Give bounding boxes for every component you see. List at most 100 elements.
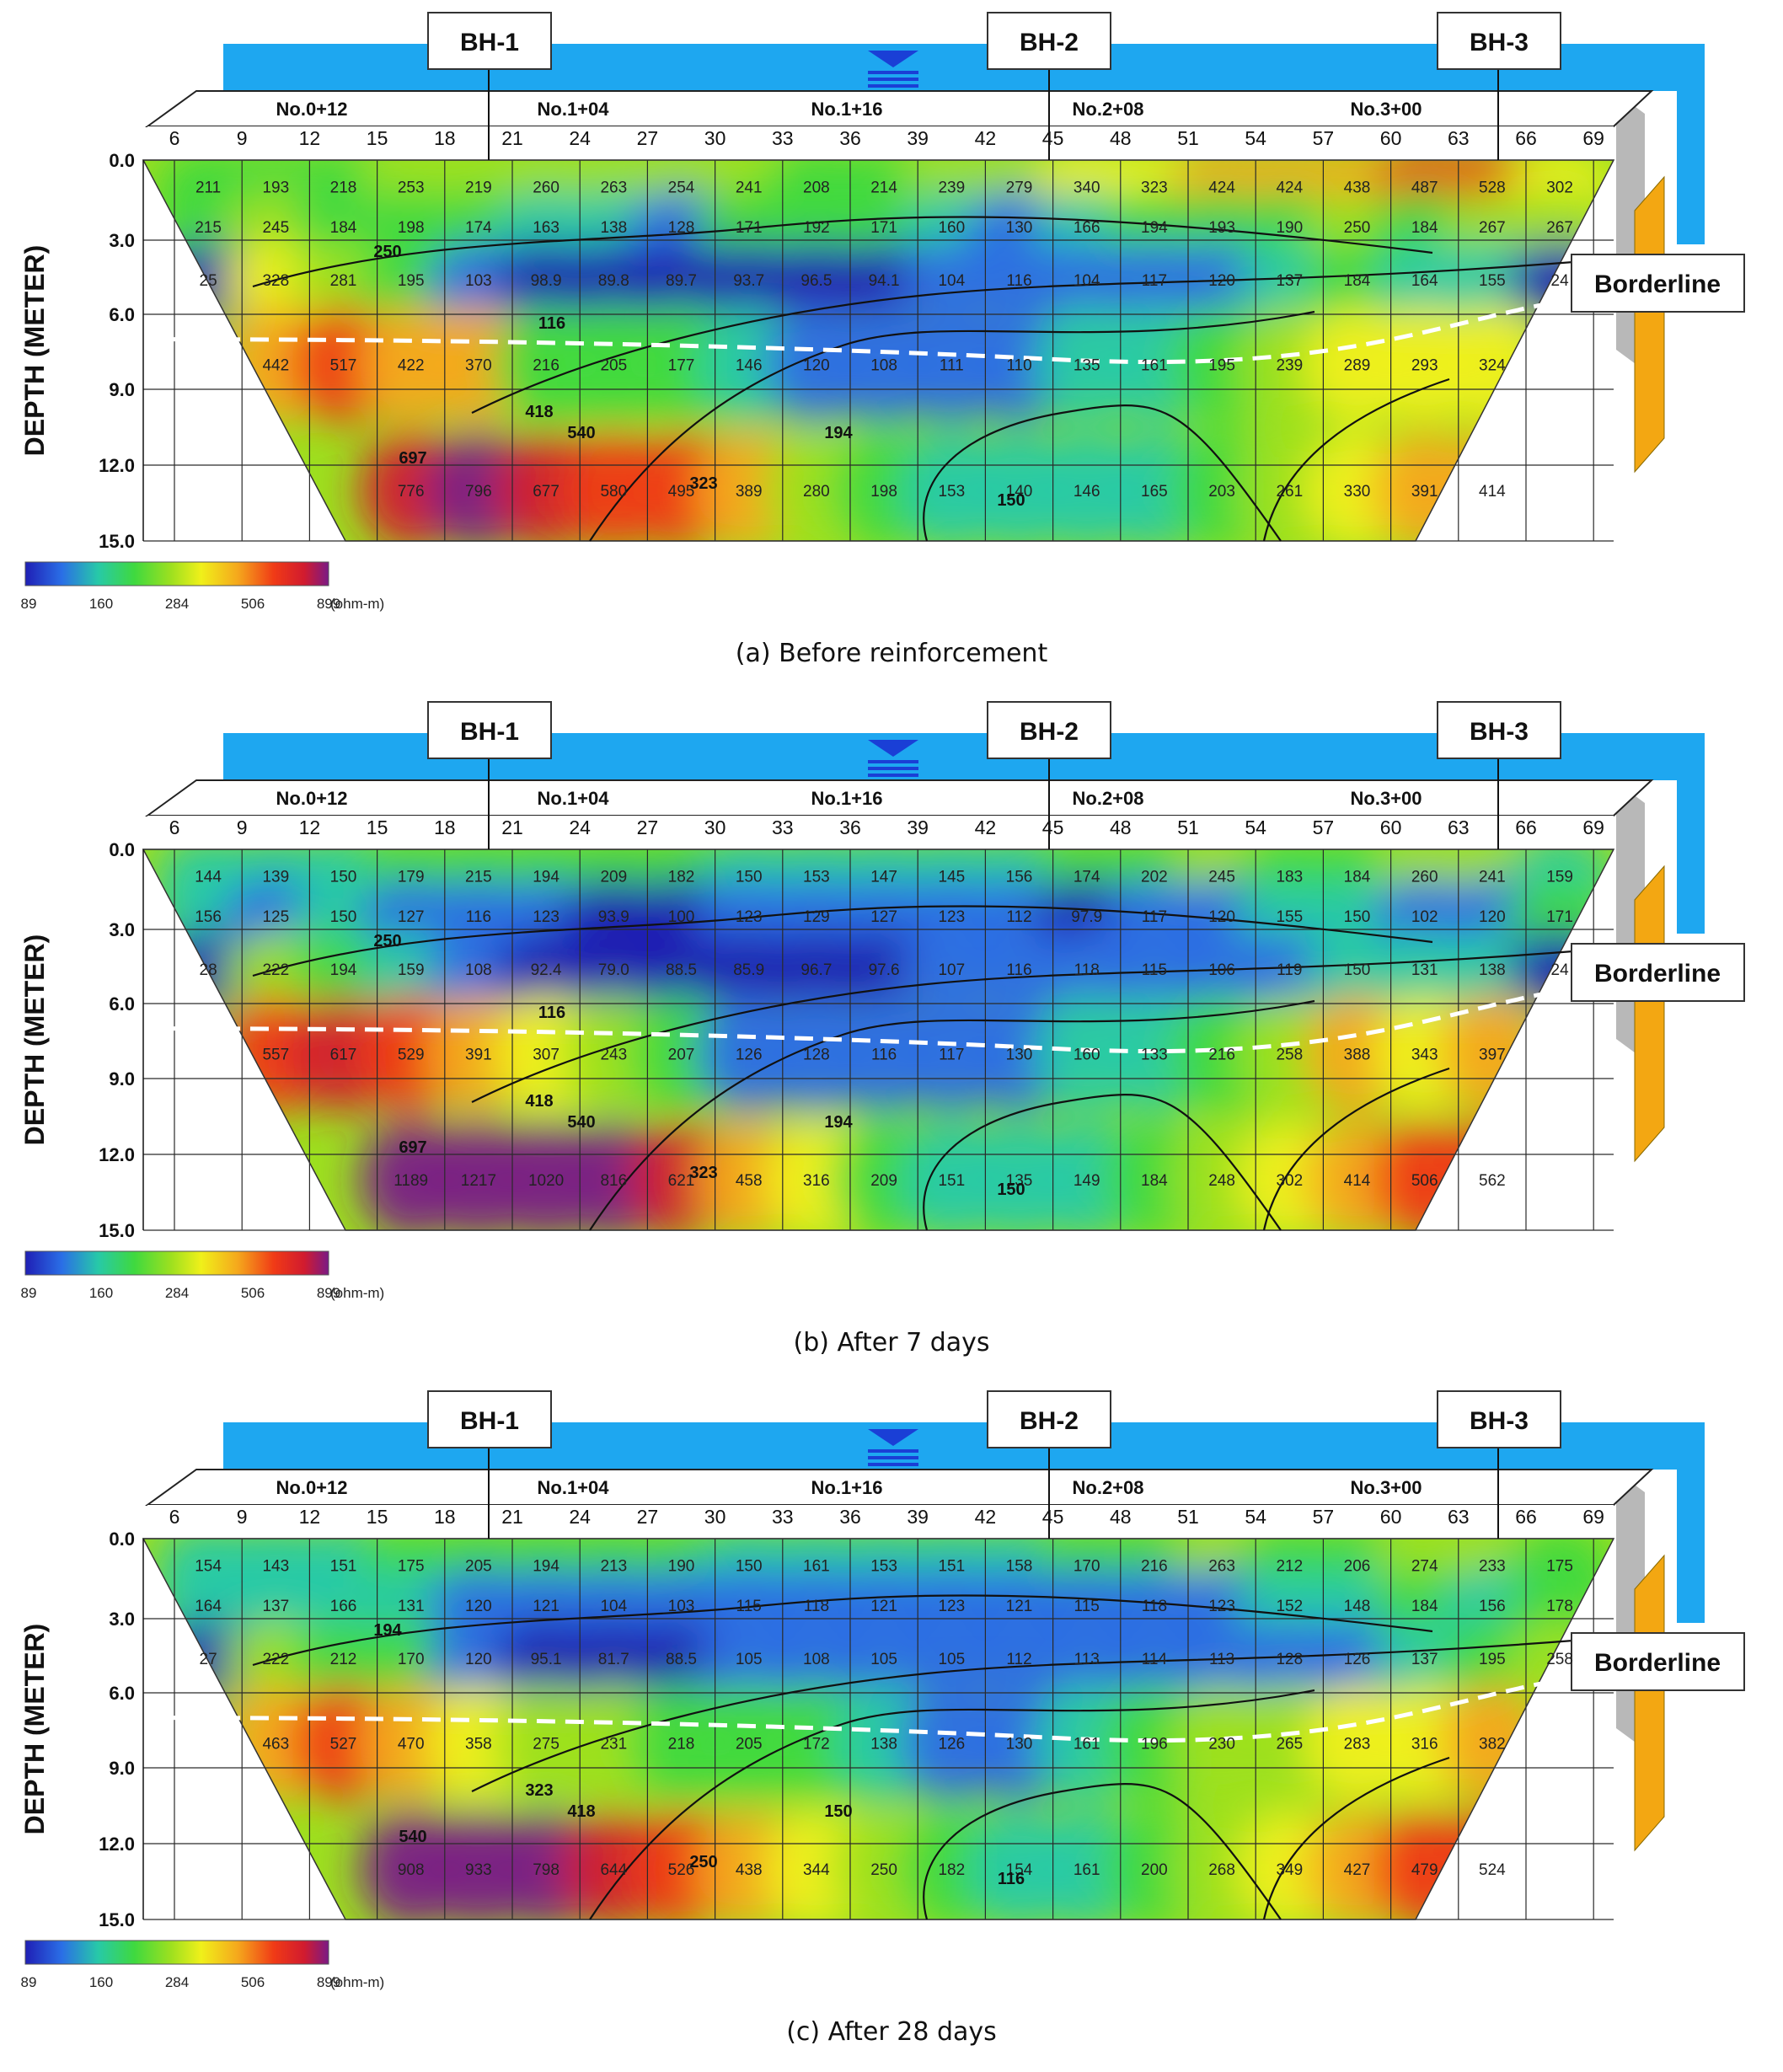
cell-value: 382 <box>1479 1735 1506 1753</box>
x-tick-label: 30 <box>704 816 726 838</box>
cell-value: 114 <box>1142 1651 1168 1668</box>
x-tick-label: 12 <box>299 1506 321 1528</box>
station-marker: No.0+12 <box>276 1477 348 1498</box>
cell-value: 130 <box>1006 1735 1033 1753</box>
cell-value: 126 <box>938 1735 965 1753</box>
water-level-line <box>868 1449 918 1453</box>
depth-tick-label: 6.0 <box>109 993 135 1015</box>
cell-value: 164 <box>1411 272 1438 290</box>
color-scale: 89 160 284 506 899(ohm-m) <box>21 1940 384 1990</box>
cell-value: 211 <box>195 179 221 197</box>
x-tick-label: 24 <box>569 1506 591 1528</box>
cell-value: 245 <box>1208 869 1235 886</box>
cell-value: 391 <box>1411 483 1438 501</box>
cell-value: 135 <box>1074 356 1100 374</box>
cell-value: 118 <box>1142 1598 1167 1615</box>
x-tick-label: 39 <box>907 1506 929 1528</box>
cell-value: 135 <box>1006 1172 1033 1190</box>
borderline-frame <box>1571 1632 1745 1691</box>
color-scale-unit: (ohm-m) <box>330 1974 384 1990</box>
color-scale-tick: 284 <box>165 1974 189 1990</box>
borehole-2: BH-2 <box>987 701 1111 849</box>
cell-value: 205 <box>736 1735 763 1753</box>
x-tick-label: 42 <box>975 816 997 838</box>
cell-value: 97.9 <box>1071 908 1102 926</box>
contour-label: 150 <box>997 491 1025 510</box>
cell-value: 93.7 <box>733 272 764 290</box>
cell-value: 153 <box>870 1558 897 1576</box>
station-marker: No.1+04 <box>538 788 610 809</box>
cell-value: 166 <box>1074 219 1100 237</box>
contour-label: 194 <box>824 424 853 442</box>
cell-value: 128 <box>1276 1651 1303 1668</box>
cell-value: 370 <box>465 356 492 374</box>
cell-value: 263 <box>1208 1558 1235 1576</box>
cell-value: 260 <box>1411 869 1438 886</box>
color-scale-tick: 899 <box>317 1285 340 1301</box>
contour-label: 250 <box>373 243 401 261</box>
cell-value: 95.1 <box>531 1651 562 1668</box>
cell-value: 1020 <box>528 1172 564 1190</box>
cell-value: 97.6 <box>869 961 900 979</box>
cell-value: 120 <box>1208 272 1235 290</box>
cell-value: 120 <box>803 356 830 374</box>
cell-value: 231 <box>600 1735 627 1753</box>
x-tick-label: 15 <box>367 816 388 838</box>
cell-value: 126 <box>1344 1651 1371 1668</box>
depth-tick-label: 3.0 <box>109 919 135 940</box>
contour-label: 418 <box>525 1092 553 1111</box>
cell-value: 203 <box>1208 483 1235 501</box>
x-tick-label: 60 <box>1380 816 1402 838</box>
cell-value: 358 <box>465 1735 492 1753</box>
cell-value: 198 <box>398 219 425 237</box>
station-marker: No.0+12 <box>276 99 348 120</box>
borderline-frame <box>1571 254 1745 313</box>
cell-value: 222 <box>262 1651 289 1668</box>
cell-value: 103 <box>465 272 492 290</box>
resistivity-field <box>143 160 1614 541</box>
contour-label: 540 <box>399 1828 426 1846</box>
station-header <box>144 779 1654 816</box>
borehole-label: BH-2 <box>1020 1407 1079 1435</box>
x-tick-label: 27 <box>637 816 659 838</box>
side-blade <box>1634 1554 1665 1852</box>
x-tick-label: 48 <box>1110 127 1132 149</box>
cell-value: 88.5 <box>666 1651 697 1668</box>
cell-value: 529 <box>398 1046 425 1063</box>
water-level-icon <box>868 1429 918 1446</box>
contour-label: 697 <box>399 1138 426 1157</box>
contour-line <box>923 1094 1282 1231</box>
cell-value: 195 <box>1479 1651 1506 1668</box>
cell-value: 115 <box>736 1598 762 1615</box>
cell-value: 218 <box>330 179 357 197</box>
cell-value: 150 <box>736 869 763 886</box>
cell-value: 155 <box>1479 272 1506 290</box>
cell-value: 156 <box>1479 1598 1506 1615</box>
x-tick-label: 54 <box>1245 127 1266 149</box>
contour-label: 250 <box>689 1853 717 1871</box>
cell-value: 340 <box>1074 179 1100 197</box>
cell-value: 283 <box>1344 1735 1371 1753</box>
cell-value: 526 <box>668 1861 695 1879</box>
cell-value: 776 <box>398 483 425 501</box>
borderline-dash <box>163 294 1585 365</box>
cell-value: 463 <box>262 1735 289 1753</box>
cell-value: 190 <box>1276 219 1303 237</box>
borehole-label: BH-2 <box>1020 718 1079 746</box>
x-tick-label: 51 <box>1177 1506 1199 1528</box>
borehole-box <box>427 12 552 70</box>
cell-value: 265 <box>1276 1735 1303 1753</box>
cell-value: 161 <box>803 1558 830 1576</box>
x-tick-label: 57 <box>1313 816 1335 838</box>
cell-value: 115 <box>1142 961 1167 979</box>
cell-value: 166 <box>330 1598 357 1615</box>
cell-value: 145 <box>938 869 965 886</box>
x-tick-label: 69 <box>1582 127 1604 149</box>
cell-value: 182 <box>668 869 695 886</box>
cell-value: 118 <box>804 1598 829 1615</box>
cell-value: 133 <box>1141 1046 1168 1063</box>
cell-value: 397 <box>1479 1046 1506 1063</box>
color-scale-unit: (ohm-m) <box>330 596 384 612</box>
borehole-label: BH-1 <box>460 29 519 56</box>
borehole-box <box>1437 1390 1561 1448</box>
